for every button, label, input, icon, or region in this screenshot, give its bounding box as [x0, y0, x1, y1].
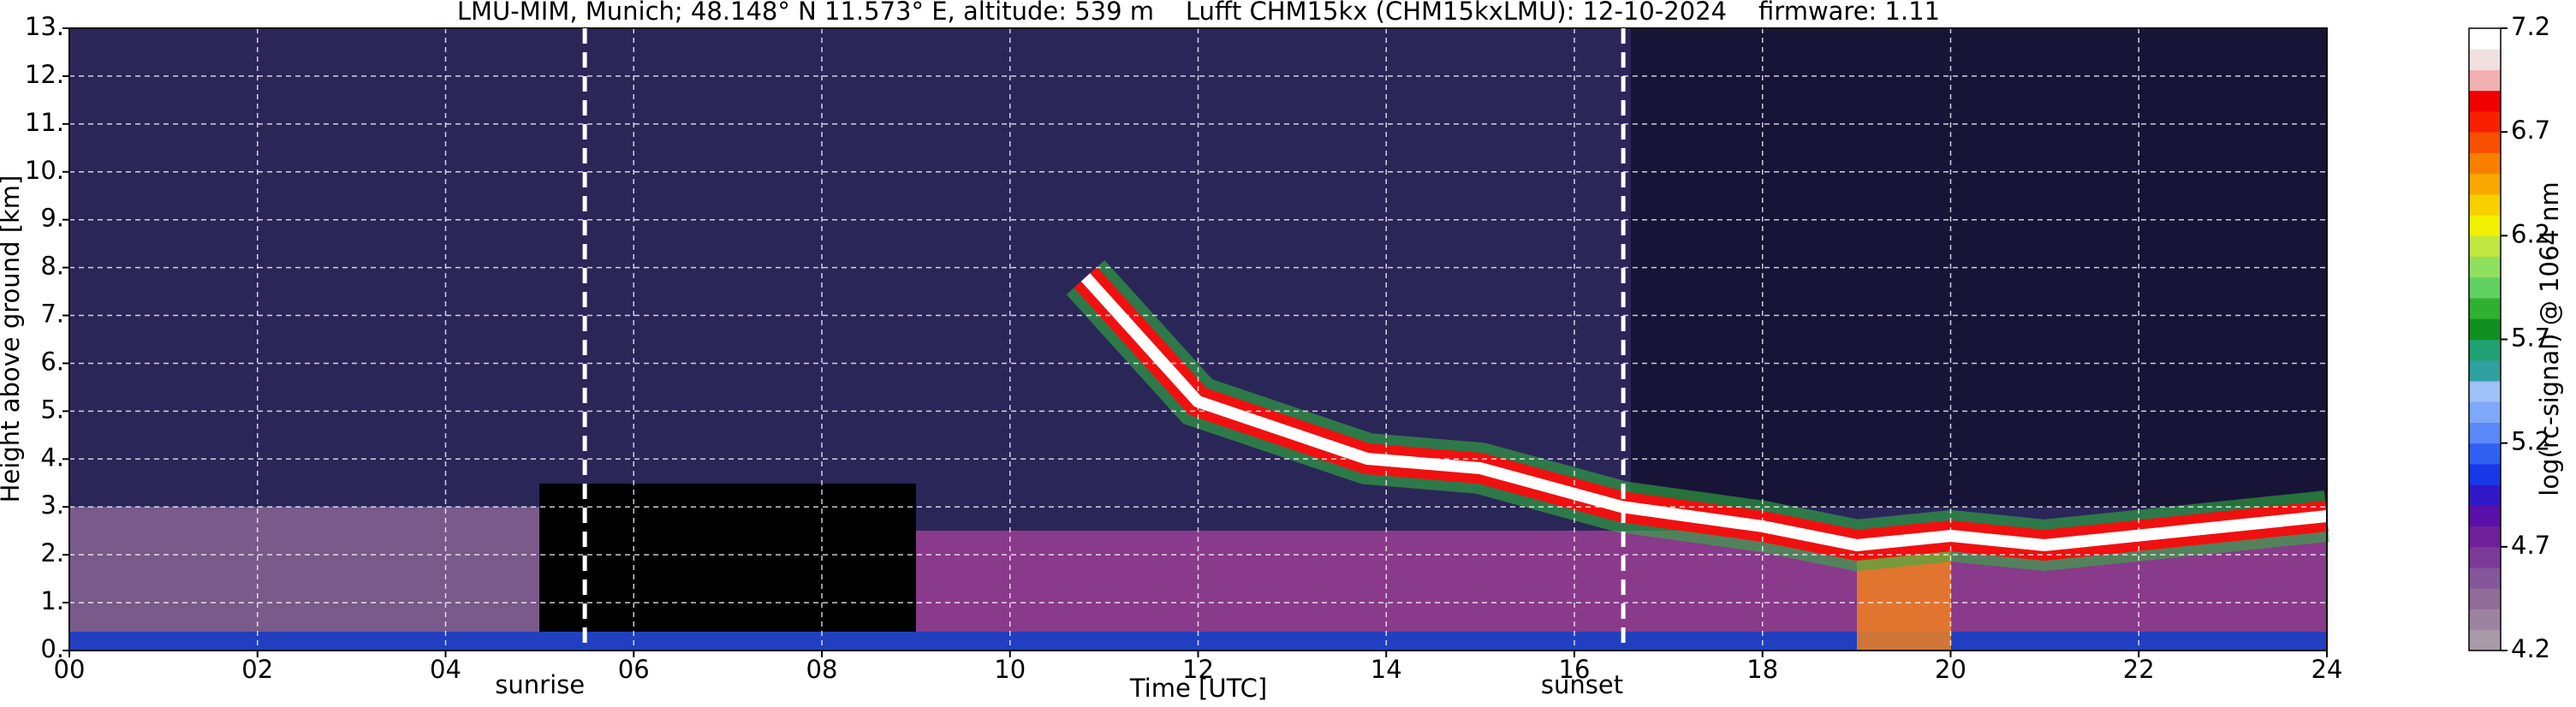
- colorbar-tick-label: 4.2: [2511, 634, 2550, 663]
- colorbar-segment: [2469, 546, 2501, 568]
- x-tick-label: 06: [618, 655, 650, 684]
- colorbar-label: log(rc-signal) @ 1064 nm: [2535, 181, 2564, 496]
- plot-frame: [68, 27, 2328, 651]
- colorbar-segment: [2469, 132, 2501, 153]
- colorbar-segment: [2469, 318, 2501, 340]
- colorbar-segment: [2469, 298, 2501, 319]
- annotation-label: sunrise: [495, 670, 585, 699]
- colorbar-segment: [2469, 526, 2501, 548]
- y-tick-label: 6.: [40, 347, 64, 376]
- x-tick-label: 20: [1935, 655, 1966, 684]
- x-tick-label: 18: [1746, 655, 1778, 684]
- colorbar-segment: [2469, 629, 2501, 651]
- colorbar-segment: [2469, 49, 2501, 70]
- colorbar-segment: [2469, 443, 2501, 465]
- colorbar-tick-label: 6.7: [2511, 116, 2550, 145]
- x-tick-label: 02: [241, 655, 273, 684]
- y-tick-label: 13.: [25, 12, 64, 41]
- colorbar-segment: [2469, 69, 2501, 92]
- x-tick-label: 24: [2311, 655, 2343, 684]
- colorbar-segment: [2469, 90, 2501, 112]
- colorbar-segment: [2469, 276, 2501, 299]
- colorbar-segment: [2469, 235, 2501, 258]
- y-tick-label: 2.: [40, 538, 64, 567]
- y-tick-label: 3.: [40, 490, 64, 520]
- colorbar-tick-label: 6.2: [2511, 219, 2550, 248]
- colorbar-segment: [2469, 422, 2501, 444]
- colorbar-segment: [2469, 256, 2501, 278]
- y-tick-label: 10.: [25, 156, 64, 185]
- y-tick-label: 1.: [40, 586, 64, 615]
- x-tick-label: 22: [2123, 655, 2155, 684]
- colorbar-segment: [2469, 28, 2501, 50]
- colorbar-tick-label: 4.7: [2511, 531, 2550, 560]
- colorbar-tick-label: 7.2: [2511, 12, 2550, 41]
- chart-title: LMU-MIM, Munich; 48.148° N 11.573° E, al…: [457, 0, 1940, 26]
- x-tick-label: 08: [806, 655, 838, 684]
- colorbar-segment: [2469, 588, 2501, 610]
- x-tick-label: 00: [54, 655, 86, 684]
- colorbar-segment: [2469, 193, 2501, 216]
- y-tick-label: 7.: [40, 300, 64, 329]
- x-tick-label: 14: [1371, 655, 1402, 684]
- y-tick-label: 8.: [40, 252, 64, 281]
- x-tick-label: 16: [1559, 655, 1591, 684]
- x-tick-label: 10: [994, 655, 1026, 684]
- y-tick-label: 9.: [40, 204, 64, 233]
- y-tick-label: 11.: [25, 108, 64, 137]
- y-tick-label: 0.: [40, 634, 64, 663]
- colorbar-segment: [2469, 339, 2501, 361]
- colorbar-segment: [2469, 380, 2501, 402]
- y-axis-label: Height above ground [km]: [0, 175, 25, 503]
- y-tick-label: 4.: [40, 443, 64, 472]
- colorbar-segment: [2469, 484, 2501, 506]
- colorbar-segment: [2469, 359, 2501, 382]
- colorbar-segment: [2469, 152, 2501, 175]
- y-tick-label: 12.: [25, 60, 64, 89]
- colorbar-segment: [2469, 567, 2501, 589]
- annotation-label: sunset: [1541, 670, 1623, 699]
- colorbar-tick-label: 5.2: [2511, 427, 2550, 456]
- colorbar-tick-label: 5.7: [2511, 324, 2550, 353]
- x-tick-label: 04: [430, 655, 461, 684]
- colorbar-segment: [2469, 463, 2501, 485]
- colorbar-segment: [2469, 401, 2501, 423]
- x-axis-label: Time [UTC]: [1129, 674, 1267, 703]
- colorbar-segment: [2469, 505, 2501, 527]
- colorbar-segment: [2469, 609, 2501, 631]
- x-tick-label: 12: [1182, 655, 1214, 684]
- colorbar-segment: [2469, 215, 2501, 236]
- y-tick-label: 5.: [40, 395, 64, 424]
- colorbar-segment: [2469, 110, 2501, 133]
- colorbar-segment: [2469, 173, 2501, 195]
